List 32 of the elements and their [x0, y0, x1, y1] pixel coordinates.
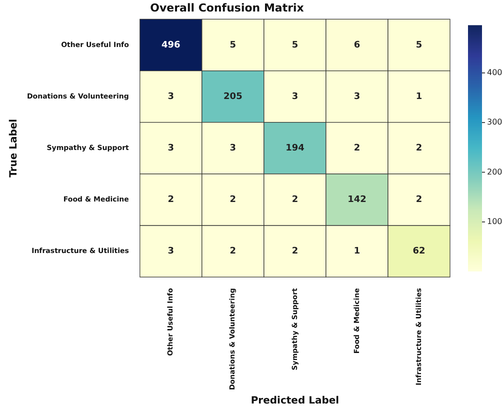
data-label: 3 — [230, 143, 236, 154]
x-axis-title: Predicted Label — [250, 396, 340, 407]
data-label: 2 — [168, 195, 174, 206]
data-label: 2 — [230, 195, 236, 206]
data-label: 6 — [354, 40, 360, 50]
data-label: 2 — [292, 195, 298, 206]
data-label: 2 — [416, 195, 422, 206]
data-label: 2 — [230, 246, 236, 257]
data-label: 3 — [168, 143, 174, 154]
data-label: 496 — [162, 40, 180, 50]
data-label: 5 — [416, 40, 422, 50]
data-label: 1 — [354, 246, 360, 257]
chart-title: Overall Confusion Matrix — [150, 1, 304, 14]
y-axis-title: True Label — [8, 118, 20, 178]
data-label: 2 — [292, 246, 298, 257]
data-label: 1 — [416, 92, 422, 102]
data-label: 205 — [224, 92, 242, 102]
color-bar-label: 400 — [487, 68, 502, 77]
data-label: 5 — [292, 40, 298, 50]
data-label: 3 — [292, 92, 298, 102]
data-label: 142 — [348, 195, 366, 206]
color-bar-label: 200 — [487, 167, 502, 176]
data-label: 194 — [286, 143, 304, 154]
color-bar-label: 300 — [487, 118, 502, 127]
data-label: 2 — [354, 143, 360, 154]
data-label: 3 — [168, 92, 174, 102]
data-label: 2 — [416, 143, 422, 154]
color-bar-label: 100 — [487, 216, 502, 226]
data-label: 3 — [354, 92, 360, 102]
data-label: 5 — [230, 40, 236, 50]
data-label: 3 — [168, 246, 174, 257]
data-label: 62 — [412, 246, 426, 257]
